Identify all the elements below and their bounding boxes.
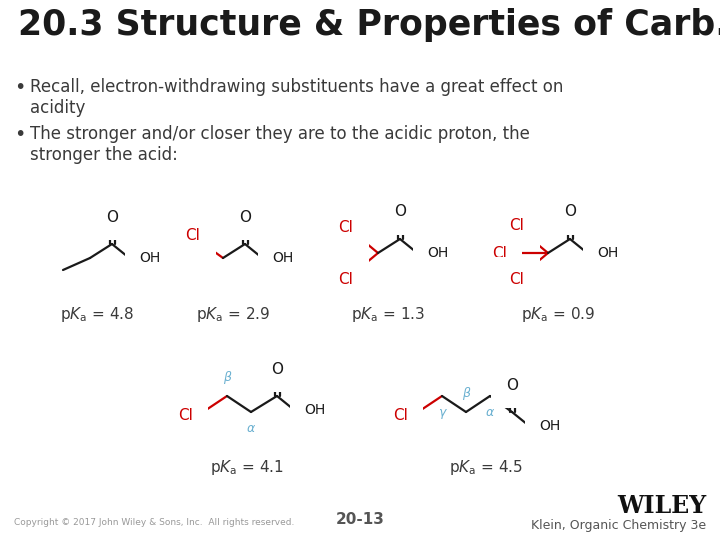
Text: β: β [462,387,470,400]
Text: p$\mathit{K}_\mathrm{a}$ = 1.3: p$\mathit{K}_\mathrm{a}$ = 1.3 [351,305,425,324]
Text: 20.3 Structure & Properties of Carb. Acids: 20.3 Structure & Properties of Carb. Aci… [18,8,720,42]
Text: Cl: Cl [510,219,524,233]
Text: OH: OH [427,246,449,260]
Text: p$\mathit{K}_\mathrm{a}$ = 4.1: p$\mathit{K}_\mathrm{a}$ = 4.1 [210,458,284,477]
Text: α: α [486,406,494,419]
Text: O: O [239,210,251,225]
Text: OH: OH [139,251,161,265]
Text: O: O [394,205,406,219]
Text: O: O [271,361,283,376]
Text: p$\mathit{K}_\mathrm{a}$ = 4.8: p$\mathit{K}_\mathrm{a}$ = 4.8 [60,305,134,324]
Text: Cl: Cl [492,246,507,260]
Text: Cl: Cl [510,273,524,287]
Text: 20-13: 20-13 [336,512,384,527]
Text: Cl: Cl [338,272,354,287]
Text: O: O [106,210,118,225]
Text: Recall, electron-withdrawing substituents have a great effect on
acidity: Recall, electron-withdrawing substituent… [30,78,563,117]
Text: O: O [506,377,518,393]
Text: OH: OH [304,403,325,417]
Text: The stronger and/or closer they are to the acidic proton, the
stronger the acid:: The stronger and/or closer they are to t… [30,125,530,164]
Text: Cl: Cl [186,228,200,244]
Text: Cl: Cl [393,408,408,422]
Text: OH: OH [272,251,293,265]
Text: OH: OH [597,246,618,260]
Text: O: O [564,205,576,219]
Text: p$\mathit{K}_\mathrm{a}$ = 0.9: p$\mathit{K}_\mathrm{a}$ = 0.9 [521,305,595,324]
Text: •: • [14,125,25,144]
Text: γ: γ [438,406,446,419]
Text: •: • [14,78,25,97]
Text: p$\mathit{K}_\mathrm{a}$ = 4.5: p$\mathit{K}_\mathrm{a}$ = 4.5 [449,458,523,477]
Text: Cl: Cl [338,219,354,234]
Text: α: α [247,422,255,435]
Text: OH: OH [539,419,560,433]
Text: p$\mathit{K}_\mathrm{a}$ = 2.9: p$\mathit{K}_\mathrm{a}$ = 2.9 [196,305,270,324]
Text: Copyright © 2017 John Wiley & Sons, Inc.  All rights reserved.: Copyright © 2017 John Wiley & Sons, Inc.… [14,518,294,527]
Text: Klein, Organic Chemistry 3e: Klein, Organic Chemistry 3e [531,519,706,532]
Text: β: β [223,371,231,384]
Text: Cl: Cl [178,408,193,422]
Text: WILEY: WILEY [617,494,706,518]
